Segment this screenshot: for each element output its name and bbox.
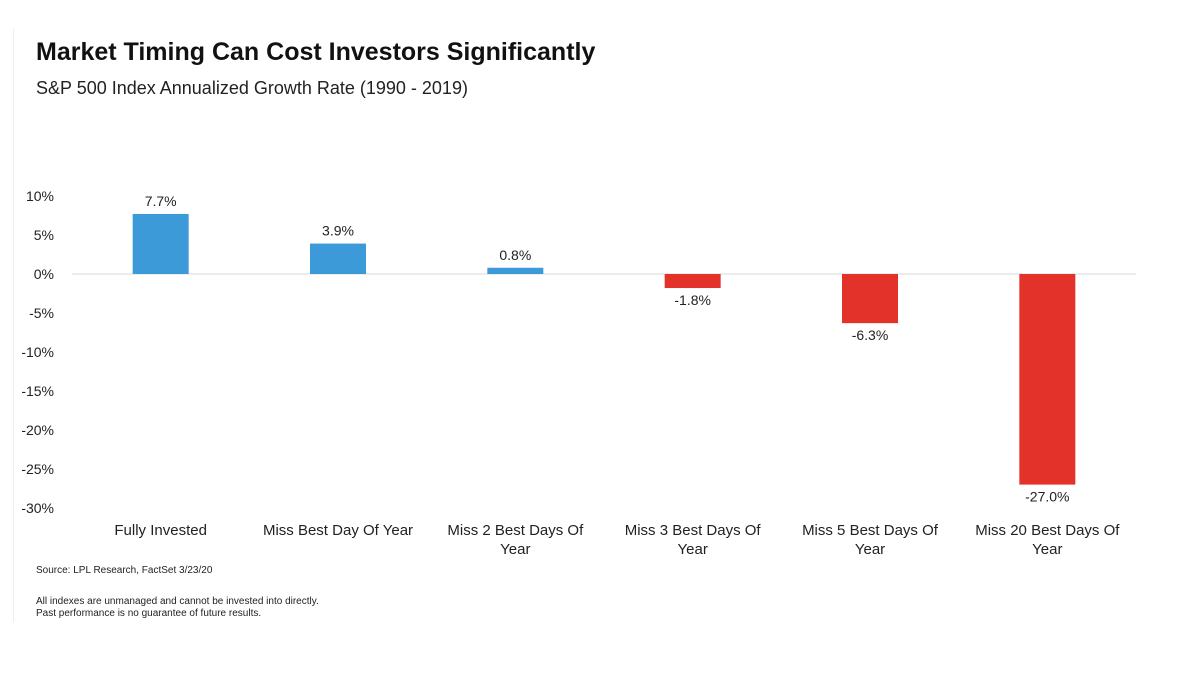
data-label: 0.8% (499, 247, 531, 263)
bar (842, 274, 898, 324)
y-axis: 10% 5% 0% -5% -10% -15% -20% -25% -30% (21, 188, 54, 516)
y-tick-label: -15% (21, 383, 54, 399)
y-tick-label: -10% (21, 344, 54, 360)
y-tick-label: -25% (21, 461, 54, 477)
category-label: Miss 3 Best Days Of (625, 522, 762, 539)
category-label: Miss 5 Best Days Of (802, 522, 939, 539)
y-tick-label: -20% (21, 422, 54, 438)
data-label: 3.9% (322, 223, 354, 239)
category-label: Miss Best Day Of Year (263, 522, 413, 539)
category-labels: Fully Invested Miss Best Day Of Year Miss … (114, 522, 1120, 558)
category-label: Year (1032, 541, 1062, 558)
y-tick-label: 5% (34, 227, 54, 243)
bar (487, 267, 544, 274)
disclaimer-line-2: Past performance is no guarantee of futu… (36, 608, 262, 619)
category-label: Year (500, 541, 530, 558)
y-tick-label: -30% (21, 500, 54, 516)
bar (132, 213, 189, 274)
source-note: Source: LPL Research, FactSet 3/23/20 (36, 565, 213, 576)
category-label: Year (855, 541, 885, 558)
bar (310, 243, 366, 274)
data-label: 7.7% (145, 193, 177, 209)
y-tick-label: -5% (29, 305, 54, 321)
frame-left-border (13, 28, 14, 622)
data-label: -1.8% (674, 292, 711, 308)
bars (132, 213, 1076, 485)
disclaimer: All indexes are unmanaged and cannot be … (36, 596, 319, 620)
disclaimer-line-1: All indexes are unmanaged and cannot be … (36, 596, 319, 607)
category-label: Miss 2 Best Days Of (447, 522, 584, 539)
category-label: Year (678, 541, 708, 558)
y-tick-label: 0% (34, 266, 54, 282)
category-label: Fully Invested (114, 522, 207, 539)
data-labels: 7.7% 3.9% 0.8% -1.8% -6.3% -27.0% (145, 193, 1070, 505)
bar (664, 274, 721, 289)
data-label: -6.3% (852, 327, 889, 343)
data-label: -27.0% (1025, 489, 1069, 505)
y-tick-label: 10% (26, 188, 54, 204)
bar (1019, 274, 1076, 485)
category-label: Miss 20 Best Days Of (975, 522, 1120, 539)
chart-title: Market Timing Can Cost Investors Signifi… (36, 38, 596, 66)
chart-subtitle: S&P 500 Index Annualized Growth Rate (19… (36, 78, 468, 98)
